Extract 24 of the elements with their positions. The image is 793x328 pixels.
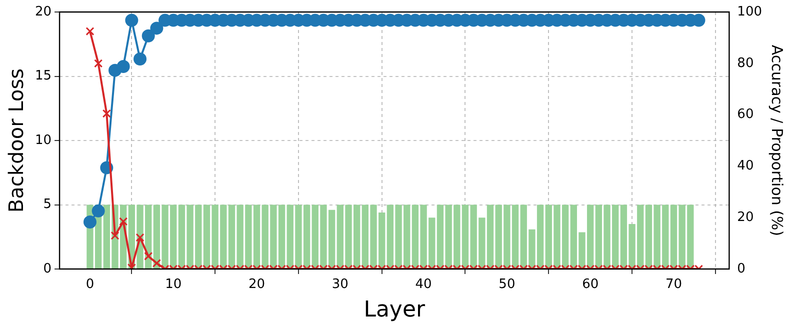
x-tick-label: 10	[165, 277, 182, 292]
y2-tick-label: 0	[737, 261, 746, 276]
y-tick-label: 10	[34, 132, 52, 148]
x-axis-title: Layer	[364, 298, 426, 323]
y-tick-label: 15	[34, 68, 52, 84]
bar	[228, 204, 236, 269]
bar	[462, 204, 469, 269]
x-tick-label: 0	[86, 277, 94, 292]
x-tick-label: 30	[332, 277, 348, 292]
x-tick-label: 60	[582, 277, 599, 292]
x-tick-label: 40	[415, 277, 432, 292]
y2-tick-label: 80	[737, 56, 754, 71]
y2-tick-label: 60	[737, 107, 754, 122]
x-tick-label: 20	[248, 277, 266, 292]
x-tick-label: 70	[665, 277, 682, 292]
y-tick-label: 5	[43, 197, 52, 212]
y2-tick-label: 100	[737, 4, 762, 20]
y2-tick-label: 40	[737, 158, 754, 174]
y2-tick-label: 20	[737, 210, 754, 225]
y-tick-label: 0	[43, 261, 52, 276]
x-tick-label: 50	[498, 277, 516, 292]
y-tick-label: 20	[34, 4, 52, 20]
y-axis-title: Backdoor Loss	[4, 68, 28, 213]
y2-axis-title: Accuracy / Proportion (%)	[768, 44, 786, 236]
